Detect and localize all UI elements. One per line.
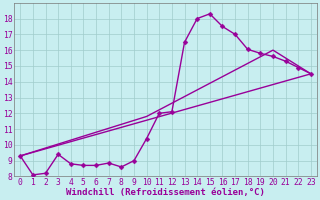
X-axis label: Windchill (Refroidissement éolien,°C): Windchill (Refroidissement éolien,°C) [66, 188, 265, 197]
